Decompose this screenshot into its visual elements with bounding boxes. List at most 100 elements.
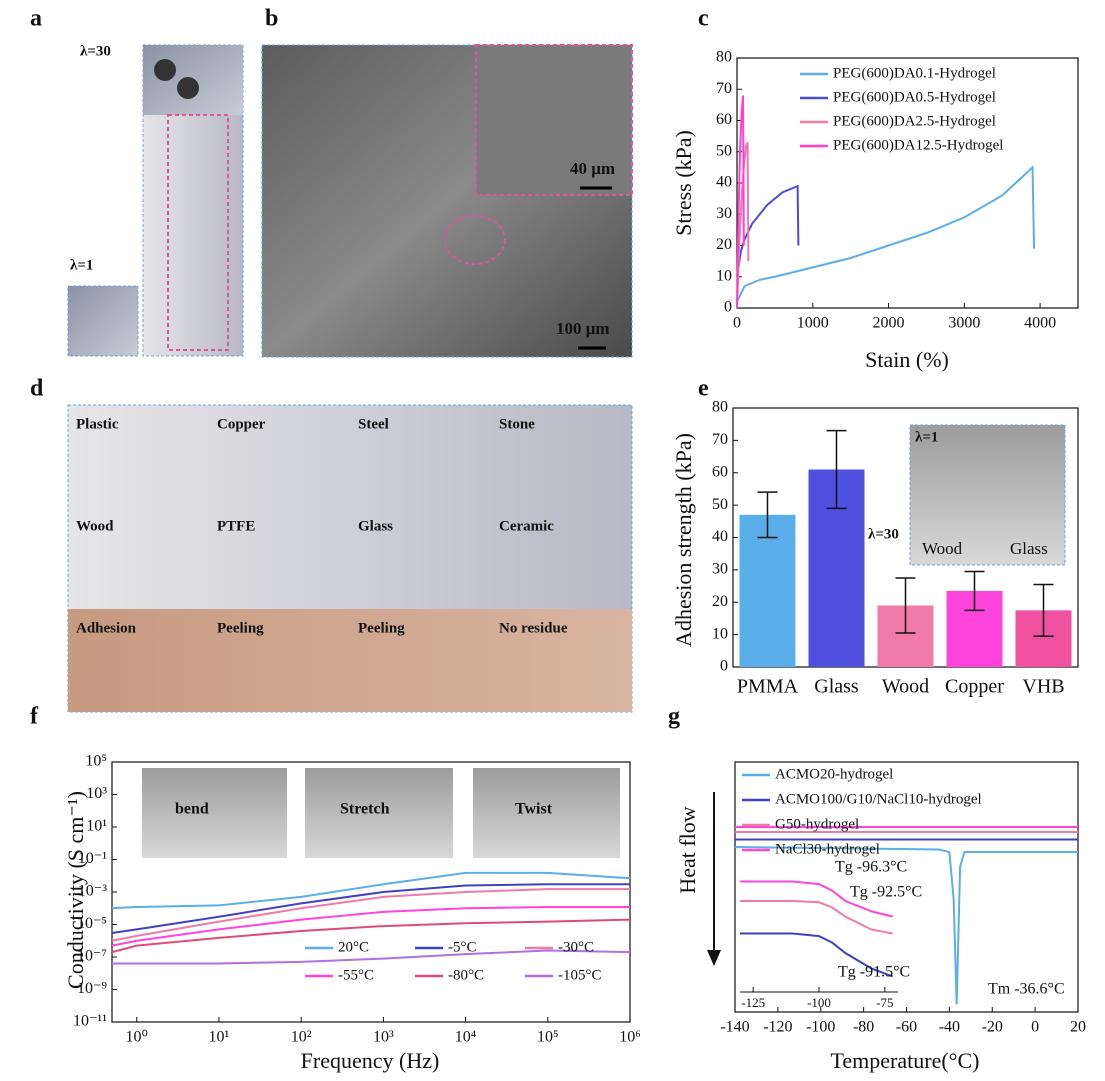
x-tick-label: Glass (814, 676, 859, 698)
y-tick-label: 0 (724, 299, 732, 316)
photo-label: Wood (76, 518, 114, 534)
y-tick-label: 60 (712, 463, 728, 480)
legend-label: -5°C (448, 939, 477, 955)
arrowhead (707, 950, 721, 966)
photo-inset (909, 424, 1066, 566)
series-line (111, 883, 630, 934)
y-tick-label: 80 (712, 399, 728, 416)
series-line (734, 846, 1078, 1005)
photo-row (68, 609, 632, 712)
y-tick-label: 40 (712, 528, 728, 545)
legend-label: ACMO100/G10/NaCl10-hydrogel (775, 791, 982, 807)
series-line (736, 165, 1036, 303)
x-axis-label: Frequency (Hz) (301, 1048, 440, 1073)
photo-label: Adhesion (76, 620, 137, 636)
legend-label: PEG(600)DA2.5-Hydrogel (833, 113, 996, 129)
photo-label: Copper (217, 416, 266, 432)
x-tick-label: 10⁶ (619, 1029, 641, 1046)
screw (177, 77, 199, 99)
x-tick-label: 10⁰ (126, 1029, 148, 1046)
legend-label: ACMO20-hydrogel (775, 766, 893, 782)
x-tick-label: -140 (720, 1019, 749, 1036)
y-tick-label: 20 (716, 236, 732, 253)
y-tick-label: 20 (712, 593, 728, 610)
legend-label: PEG(600)DA0.5-Hydrogel (833, 89, 996, 105)
x-tick-label: 1000 (797, 315, 829, 332)
x-axis-label: Temperature(°C) (831, 1048, 980, 1073)
x-tick-label: 10² (291, 1029, 312, 1046)
series-line (111, 905, 630, 947)
legend-label: -105°C (558, 967, 602, 983)
y-tick-label: 80 (716, 49, 732, 66)
photo (67, 285, 139, 357)
photo-label: PTFE (217, 518, 255, 534)
inset-label: Glass (1010, 539, 1048, 558)
inset-label: Twist (515, 801, 553, 818)
photo-label: Glass (358, 518, 393, 534)
series-line (112, 949, 631, 965)
y-tick-label: 30 (712, 561, 728, 578)
x-tick-label: 10¹ (209, 1029, 230, 1046)
y-tick-label: 10 (716, 267, 732, 284)
x-tick-label: -20 (982, 1019, 1003, 1036)
series-line (736, 95, 745, 309)
photo-label: Stone (499, 416, 535, 432)
x-tick-label: -80 (853, 1019, 874, 1036)
panel-label: g (668, 704, 680, 730)
y-tick-label: 10⁻⁹ (77, 980, 107, 997)
y-axis-label: Conductivity (S cm⁻¹) (63, 791, 88, 989)
y-tick-label: 10³ (86, 785, 107, 802)
annotation: Tm -36.6°C (988, 981, 1065, 998)
x-axis-label: Stain (%) (865, 347, 949, 372)
y-tick-label: 50 (716, 142, 732, 159)
panel-label: d (30, 376, 44, 402)
y-tick-label: 70 (712, 431, 728, 448)
photo-label: Plastic (76, 416, 119, 432)
legend-label: -55°C (338, 967, 374, 983)
x-tick-label: -40 (939, 1019, 960, 1036)
photo-label: Peeling (358, 620, 405, 636)
y-tick-label: 60 (716, 111, 732, 128)
photo-label: No residue (499, 620, 568, 636)
error-bar (964, 570, 985, 612)
legend-label: -30°C (558, 939, 594, 955)
y-tick-label: 10 (712, 625, 728, 642)
x-tick-label: Wood (882, 676, 929, 698)
y-tick-label: 10⁻³ (78, 883, 107, 900)
x-tick-label: 3000 (948, 315, 980, 332)
y-tick-label: 10⁻⁷ (77, 948, 107, 965)
zoom-inset (475, 44, 633, 196)
error-bar (826, 429, 847, 510)
error-bar (757, 491, 778, 539)
y-tick-label: 30 (716, 205, 732, 222)
photo-label: λ=30 (80, 43, 111, 59)
x-tick-label: -120 (763, 1019, 792, 1036)
annotation: Tg -91.5°C (838, 964, 910, 981)
x-tick-label: 10³ (373, 1029, 394, 1046)
bar (739, 514, 796, 667)
legend-label: NaCl30-hydrogel (775, 841, 880, 857)
photo-label: Steel (358, 416, 389, 432)
series-line (111, 918, 631, 954)
inset-label: Wood (922, 539, 963, 558)
legend-label: PEG(600)DA12.5-Hydrogel (833, 137, 1003, 153)
photo-inset (473, 768, 620, 858)
error-bar (1033, 583, 1054, 637)
inset-x-tick-label: -75 (876, 995, 893, 1010)
inset-label: bend (175, 801, 209, 818)
x-tick-label: 2000 (873, 315, 905, 332)
series-line (736, 184, 800, 277)
series-line (111, 871, 631, 910)
panel-label: a (30, 6, 42, 32)
legend-label: 20°C (338, 939, 369, 955)
inset-line (740, 880, 893, 918)
panel-label: c (698, 6, 709, 32)
legend-label: PEG(600)DA0.1-Hydrogel (833, 65, 996, 81)
x-tick-label: 0 (1031, 1019, 1039, 1036)
x-tick-label: PMMA (737, 676, 799, 698)
annotation: Tg -92.5°C (850, 884, 922, 901)
y-tick-label: 10⁻⁵ (77, 915, 107, 932)
y-axis-label: Stress (kPa) (671, 130, 696, 236)
y-tick-label: 40 (716, 174, 732, 191)
